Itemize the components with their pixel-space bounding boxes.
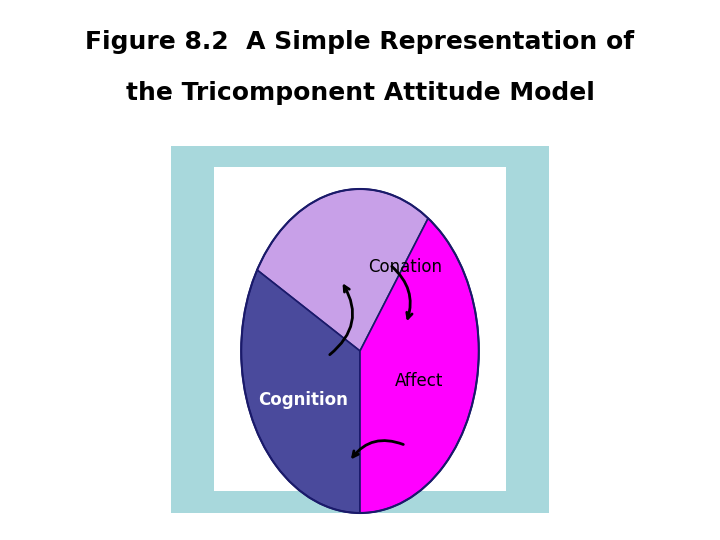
Bar (171, 146, 549, 513)
Text: Cognition: Cognition (258, 390, 348, 409)
Polygon shape (241, 270, 360, 513)
Text: the Tricomponent Attitude Model: the Tricomponent Attitude Model (125, 80, 595, 105)
Bar (215, 167, 506, 491)
Text: Affect: Affect (395, 372, 444, 390)
Polygon shape (257, 189, 428, 351)
Text: Figure 8.2  A Simple Representation of: Figure 8.2 A Simple Representation of (86, 30, 634, 53)
Text: Conation: Conation (368, 258, 442, 276)
Polygon shape (360, 218, 479, 513)
